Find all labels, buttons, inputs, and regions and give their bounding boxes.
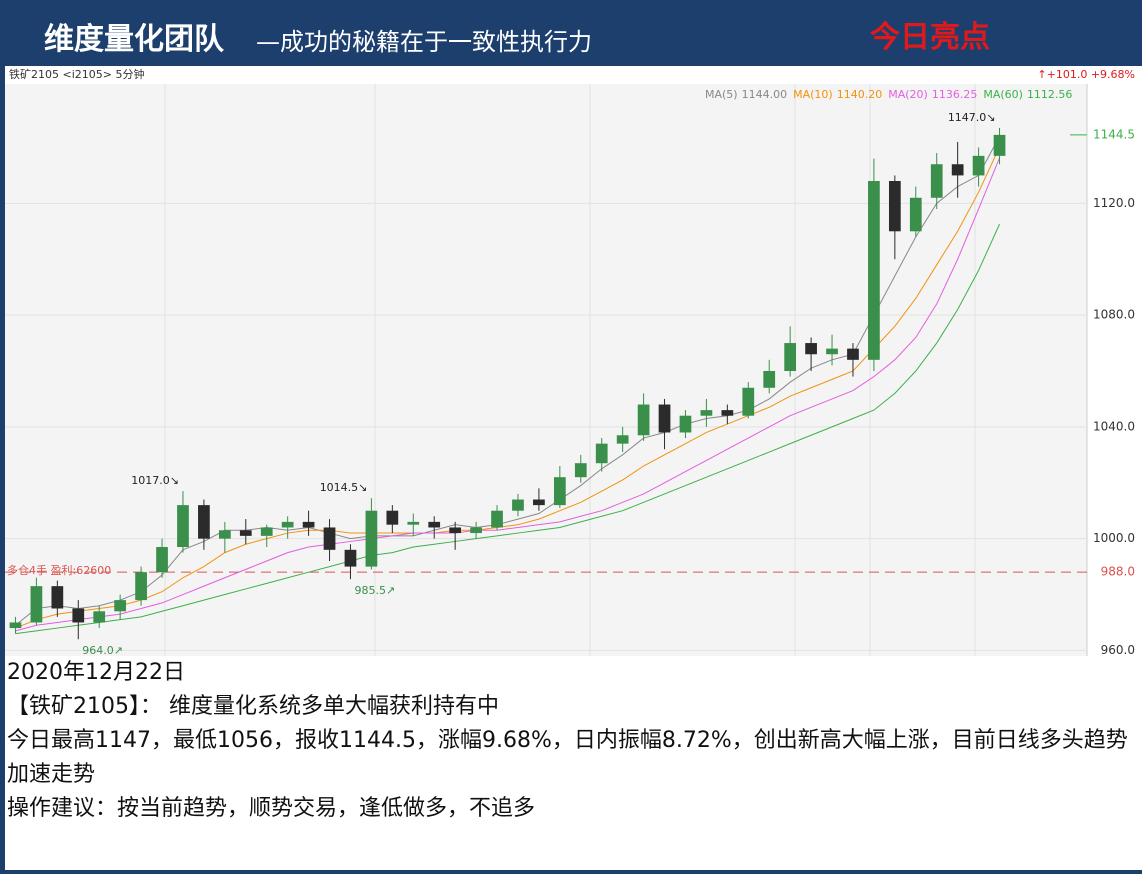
slogan: —成功的秘籍在于一致性执行力 bbox=[256, 28, 592, 56]
candle-body bbox=[553, 477, 566, 506]
legend-value: 1136.25 bbox=[932, 88, 978, 101]
position-text: 多仓4手 盈利:62600 bbox=[7, 563, 111, 577]
candle-body bbox=[637, 404, 650, 436]
candle-body bbox=[135, 572, 147, 601]
position-label: 988.0 bbox=[1101, 565, 1135, 579]
ma-line bbox=[15, 157, 1000, 632]
vertical-grid bbox=[164, 84, 976, 656]
candle-body bbox=[323, 527, 336, 550]
candle-body bbox=[114, 600, 127, 612]
y-tick-label: 1120.0 bbox=[1093, 196, 1135, 210]
candle-body bbox=[386, 510, 399, 525]
candle-body bbox=[826, 348, 838, 355]
candle-body bbox=[156, 547, 168, 573]
y-tick-label: 960.0 bbox=[1101, 643, 1135, 656]
candle-body bbox=[470, 527, 482, 534]
candle-body bbox=[72, 608, 85, 623]
annotation: 985.5↗ bbox=[354, 584, 395, 597]
candle-body bbox=[218, 530, 231, 539]
legend-name: MA(20) bbox=[888, 88, 928, 101]
ma-line bbox=[15, 146, 1000, 629]
candle-body bbox=[993, 134, 1006, 156]
candle-body bbox=[930, 164, 943, 198]
candle-body bbox=[198, 505, 210, 539]
candle-body bbox=[868, 181, 880, 360]
y-tick-label: 1040.0 bbox=[1093, 419, 1135, 433]
candle-body bbox=[721, 410, 734, 416]
change: ↑+101.0 +9.68% bbox=[1037, 68, 1135, 81]
candle-body bbox=[491, 510, 503, 528]
report: 2020年12月22日 【铁矿2105】： 维度量化系统多单大幅获利持有中 今日… bbox=[5, 656, 1142, 870]
candle-body bbox=[574, 463, 587, 478]
candle-body bbox=[679, 415, 692, 433]
report-line: 操作建议：按当前趋势，顺势交易，逢低做多，不追多 bbox=[7, 796, 536, 821]
candle-body bbox=[30, 586, 43, 623]
candle-body bbox=[9, 622, 22, 629]
candle-body bbox=[344, 549, 357, 567]
plot-bg bbox=[5, 84, 1087, 656]
candle-body bbox=[700, 410, 713, 416]
legend-name: MA(5) bbox=[705, 88, 738, 101]
candle-body bbox=[972, 155, 985, 176]
highlight: 今日亮点 bbox=[870, 20, 990, 55]
candle-body bbox=[281, 521, 294, 528]
candle-body bbox=[658, 404, 671, 433]
ma-line bbox=[15, 136, 1000, 626]
candle-body bbox=[909, 197, 922, 232]
candle-body bbox=[51, 586, 64, 609]
last-price-label: 1144.5 bbox=[1093, 127, 1135, 141]
candle-body bbox=[847, 348, 859, 360]
candle-body bbox=[742, 387, 755, 416]
candle-body bbox=[533, 499, 545, 506]
candle-body bbox=[763, 371, 776, 388]
candle-body bbox=[595, 443, 608, 464]
candle-body bbox=[805, 343, 817, 355]
candle-body bbox=[784, 343, 797, 371]
report-line: 今日最高1147，最低1056，报收1144.5，涨幅9.68%，日内振幅8.7… bbox=[7, 728, 1128, 787]
report-date: 2020年12月22日 bbox=[7, 660, 185, 685]
team-name: 维度量化团队 bbox=[44, 22, 224, 57]
y-tick-label: 1000.0 bbox=[1093, 531, 1135, 545]
candle-body bbox=[888, 181, 901, 232]
candle-body bbox=[428, 521, 441, 528]
candle-body bbox=[449, 527, 462, 534]
annotation: 1147.0↘ bbox=[948, 111, 996, 124]
annotation: 1014.5↘ bbox=[320, 481, 368, 494]
legend-name: MA(10) bbox=[793, 88, 833, 101]
legend-value: 1112.56 bbox=[1027, 88, 1073, 101]
candle-body bbox=[512, 499, 524, 511]
header: 维度量化团队 —成功的秘籍在于一致性执行力 今日亮点 bbox=[0, 0, 1142, 66]
annotation: 964.0↗ bbox=[82, 644, 123, 656]
y-tick-label: 1080.0 bbox=[1093, 308, 1135, 322]
chart: 铁矿2105 <i2105> 5分钟 ↑+101.0 +9.68% 960.0 1… bbox=[5, 66, 1142, 656]
legend-name: MA(60) bbox=[983, 88, 1023, 101]
candle-body bbox=[239, 530, 252, 536]
candle-body bbox=[407, 521, 420, 525]
candle-body bbox=[177, 505, 189, 548]
candle-body bbox=[93, 611, 106, 623]
annotation: 1017.0↘ bbox=[131, 474, 179, 487]
candle-body bbox=[365, 510, 378, 567]
candle-body bbox=[302, 521, 315, 528]
legend-value: 1144.00 bbox=[742, 88, 788, 101]
report-line: 【铁矿2105】： 维度量化系统多单大幅获利持有中 bbox=[7, 694, 499, 719]
candle-body bbox=[616, 435, 629, 444]
candle-body bbox=[951, 164, 964, 176]
symbol: 铁矿2105 <i2105> 5分钟 bbox=[9, 67, 144, 81]
candle-body bbox=[260, 527, 273, 536]
ma-line bbox=[15, 223, 1000, 635]
legend-value: 1140.20 bbox=[837, 88, 883, 101]
